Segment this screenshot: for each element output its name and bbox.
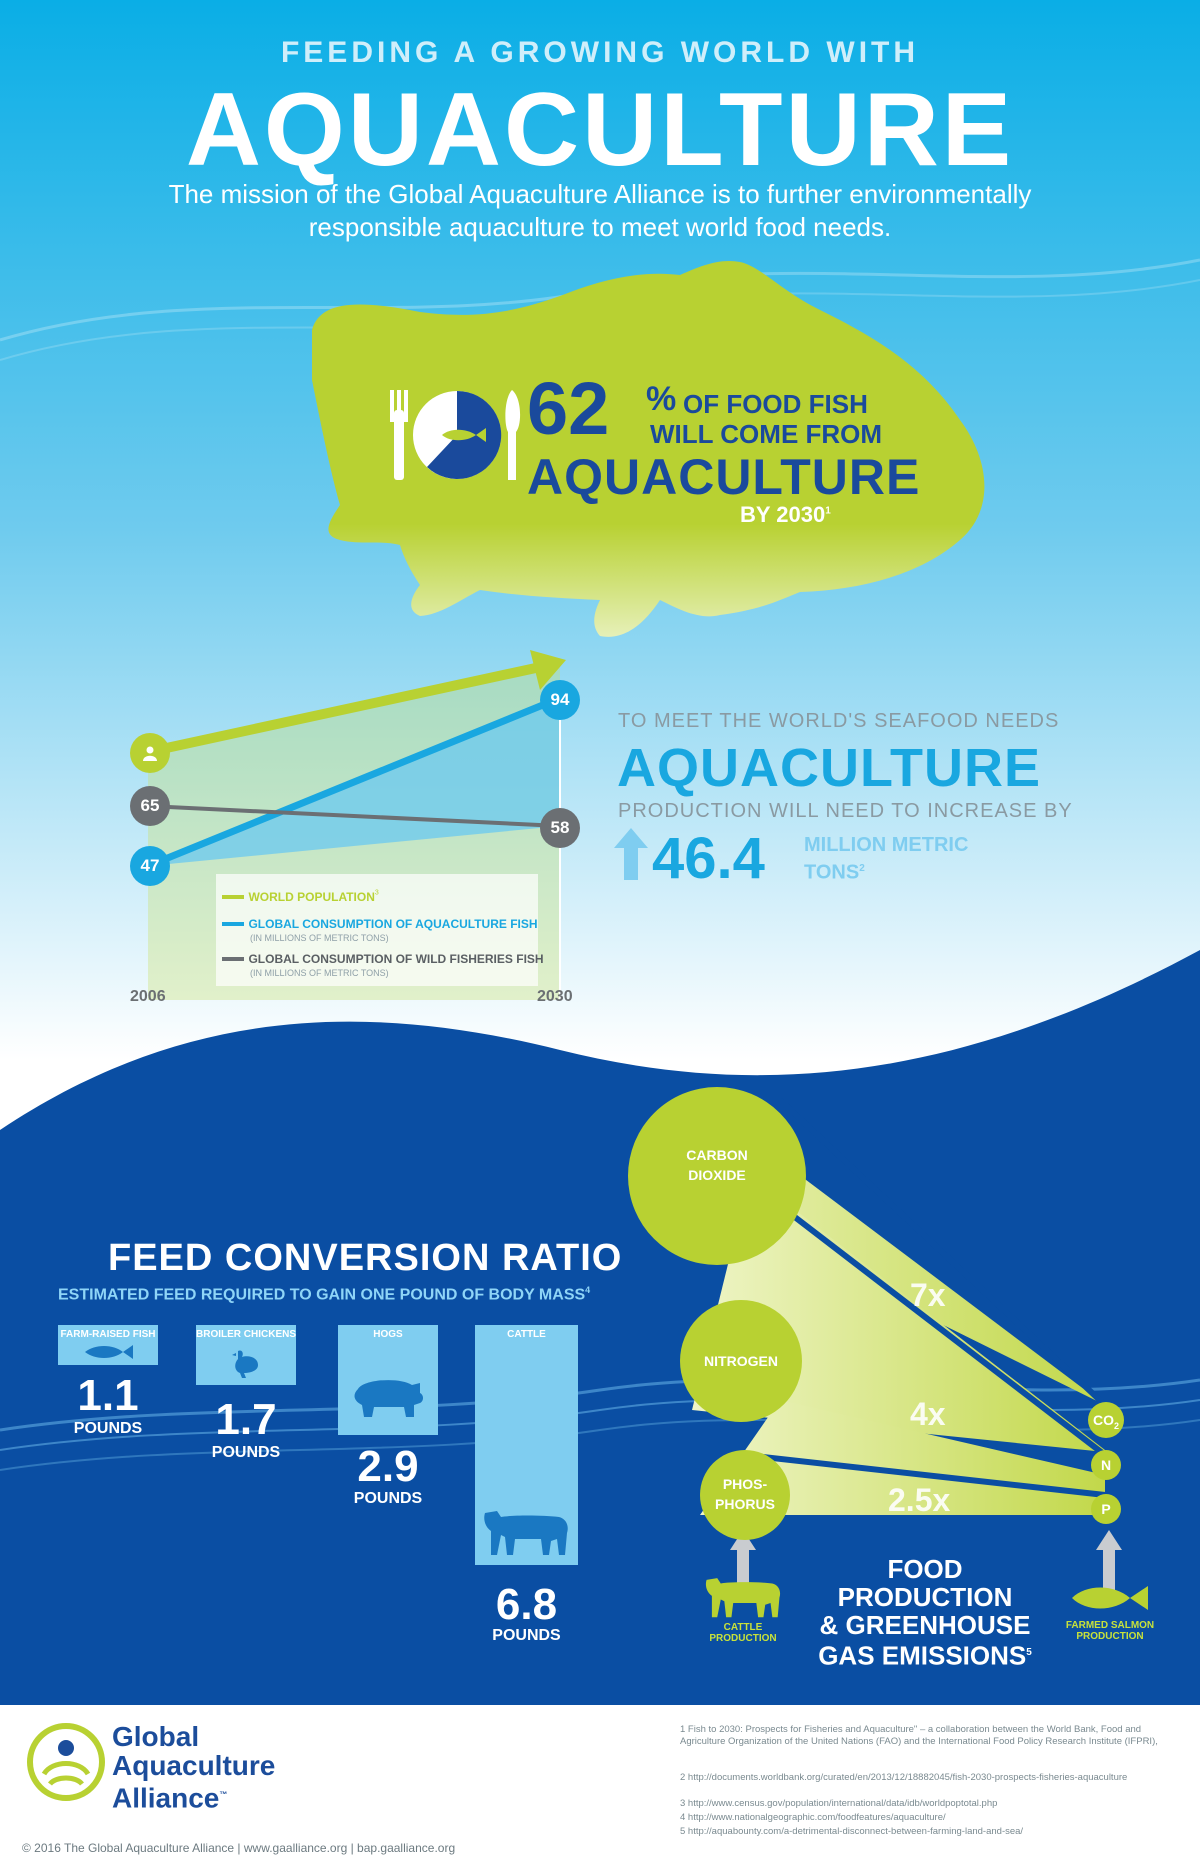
- stat-aquaculture: AQUACULTURE: [527, 449, 921, 505]
- copyright: © 2016 The Global Aquaculture Alliance |…: [22, 1841, 456, 1855]
- aqua-end-value: 94: [540, 680, 580, 720]
- mult-phosphorus: 2.5x: [888, 1482, 951, 1518]
- legend-wild: GLOBAL CONSUMPTION OF WILD FISHERIES FIS…: [222, 950, 544, 978]
- salmon-icon: [1072, 1586, 1148, 1610]
- gaa-logo-icon: [27, 1723, 105, 1801]
- cow-icon: [484, 1511, 568, 1555]
- fcr-unit-hog: POUNDS: [353, 1490, 423, 1507]
- aqua-start-value: 47: [130, 846, 170, 886]
- stat-line-2: WILL COME FROM: [650, 419, 883, 449]
- chicken-icon: [232, 1350, 258, 1378]
- fcr-value-hog: 2.9: [357, 1442, 419, 1491]
- bubble-co2: CARBON DIOXIDE: [628, 1087, 806, 1265]
- tag-phosphorus: P: [1091, 1494, 1121, 1524]
- footnote-5: 5 http://aquabounty.com/a-detrimental-di…: [680, 1826, 1024, 1837]
- meet-sub: PRODUCTION WILL NEED TO INCREASE BY: [618, 800, 1073, 822]
- hog-icon: [354, 1380, 423, 1417]
- legend-aquaculture: GLOBAL CONSUMPTION OF AQUACULTURE FISH (…: [222, 915, 538, 943]
- footnote-2: 2 http://documents.worldbank.org/curated…: [680, 1772, 1128, 1783]
- page-title: AQUACULTURE: [185, 72, 1015, 188]
- fcr-card-cattle: CATTLE: [475, 1325, 578, 1565]
- wild-end-value: 58: [540, 808, 580, 848]
- cattle-icon: [705, 1578, 781, 1618]
- mission-statement: The mission of the Global Aquaculture Al…: [168, 179, 1032, 242]
- fcr-card-chicken: BROILER CHICKENS: [196, 1325, 296, 1385]
- stat-percent: 62: [527, 367, 610, 450]
- logo-name: Global Aquaculture Alliance™: [112, 1721, 276, 1814]
- fcr-value-chicken: 1.7: [215, 1395, 277, 1444]
- tag-nitrogen: N: [1091, 1450, 1121, 1480]
- stat-year: BY 20301: [740, 502, 831, 527]
- fcr-title: FEED CONVERSION RATIO: [108, 1237, 623, 1279]
- bubble-phosphorus: PHOS- PHORUS: [700, 1450, 790, 1540]
- fcr-unit-chicken: POUNDS: [211, 1444, 281, 1461]
- fcr-unit-cattle: POUNDS: [492, 1627, 561, 1644]
- meet-number: 46.4: [652, 826, 765, 891]
- meet-title: AQUACULTURE: [617, 738, 1041, 798]
- footnote-3: 3 http://www.census.gov/population/inter…: [680, 1798, 998, 1809]
- mult-nitrogen: 4x: [910, 1396, 946, 1432]
- meet-kicker: TO MEET THE WORLD'S SEAFOOD NEEDS: [618, 710, 1060, 732]
- up-arrow-icon: [614, 828, 648, 880]
- x-tick-2030: 2030: [537, 988, 573, 1005]
- x-tick-2006: 2006: [130, 988, 166, 1005]
- footnote-4: 4 http://www.nationalgeographic.com/food…: [680, 1812, 946, 1823]
- fcr-value-cattle: 6.8: [495, 1580, 558, 1629]
- fcr-subtitle: ESTIMATED FEED REQUIRED TO GAIN ONE POUN…: [58, 1285, 591, 1304]
- fcr-card-hog: HOGS: [338, 1325, 438, 1435]
- plate-pie-icon: [390, 390, 521, 480]
- population-icon: [130, 733, 170, 773]
- footnote-1: 1 Fish to 2030: Prospects for Fisheries …: [680, 1724, 1158, 1747]
- fish-icon: [85, 1345, 133, 1359]
- legend-population: WORLD POPULATION3: [222, 888, 379, 906]
- tag-co2: CO2: [1088, 1402, 1124, 1438]
- wild-start-value: 65: [130, 786, 170, 826]
- mult-co2: 7x: [910, 1277, 946, 1313]
- cattle-production-label: CATTLE PRODUCTION: [709, 1622, 777, 1644]
- salmon-production-label: FARMED SALMON PRODUCTION: [1065, 1620, 1155, 1642]
- stat-line-1: OF FOOD FISH: [683, 389, 868, 419]
- fcr-card-fish: FARM-RAISED FISH: [58, 1325, 158, 1365]
- header-kicker: FEEDING A GROWING WORLD WITH: [280, 36, 920, 69]
- bubble-nitrogen: NITROGEN: [680, 1300, 802, 1422]
- fcr-value-fish: 1.1: [77, 1371, 139, 1420]
- emissions-title: FOOD PRODUCTION & GREENHOUSE GAS EMISSIO…: [818, 1554, 1032, 1671]
- fcr-unit-fish: POUNDS: [73, 1420, 143, 1437]
- footer: [0, 1705, 1200, 1855]
- meet-unit: MILLION METRIC TONS2: [804, 834, 969, 884]
- stat-percent-symbol: %: [646, 380, 677, 418]
